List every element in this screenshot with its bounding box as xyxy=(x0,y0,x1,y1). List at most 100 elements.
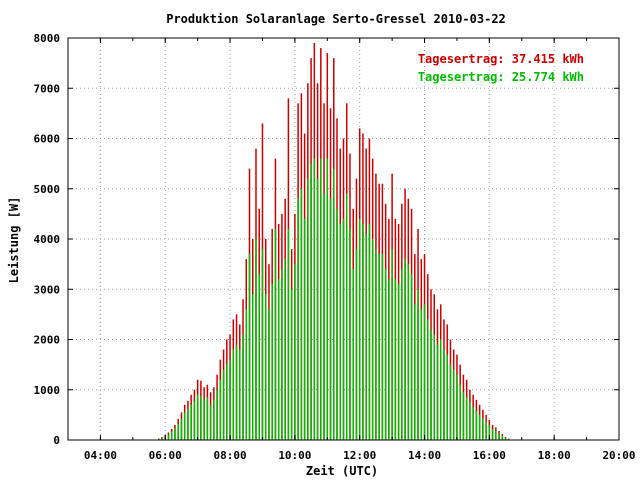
bar-green xyxy=(504,437,507,440)
bar-green xyxy=(488,425,491,440)
bar-green xyxy=(352,269,354,440)
bar-green xyxy=(439,339,442,440)
bar-green xyxy=(248,254,251,440)
bar-green xyxy=(417,289,419,440)
bar-green xyxy=(378,254,380,440)
bar-green xyxy=(388,279,390,440)
bar-green xyxy=(397,284,400,440)
bar-green xyxy=(300,188,303,440)
bar-green xyxy=(430,329,432,440)
bar-green xyxy=(501,435,504,440)
bar-green xyxy=(277,279,280,440)
bar-green xyxy=(196,394,199,440)
bar-green xyxy=(333,168,335,440)
bar-green xyxy=(404,259,406,440)
bar-green xyxy=(232,349,235,440)
bar-green xyxy=(342,218,345,440)
bar-green xyxy=(239,349,241,440)
bar-green xyxy=(371,239,374,440)
bar-green xyxy=(345,193,348,440)
bar-green xyxy=(491,428,494,440)
legend-entry-red: Tagesertrag: 37.415 kWh xyxy=(418,52,584,66)
bar-green xyxy=(297,198,299,440)
bar-green xyxy=(264,294,267,440)
y-tick-label: 0 xyxy=(53,434,60,447)
bar-green xyxy=(310,163,312,440)
bar-green xyxy=(420,309,423,440)
bar-green xyxy=(443,349,445,440)
y-tick-label: 3000 xyxy=(34,283,61,296)
bar-green xyxy=(410,274,413,440)
bar-green xyxy=(219,379,222,440)
bar-green xyxy=(469,402,471,440)
bar-green xyxy=(368,223,371,440)
bar-green xyxy=(167,434,170,440)
bar-green xyxy=(384,269,387,440)
chart-title: Produktion Solaranlage Serto-Gressel 201… xyxy=(166,12,506,26)
bar-green xyxy=(449,364,452,440)
bar-green xyxy=(187,408,189,440)
bar-green xyxy=(414,304,416,440)
x-tick-label: 06:00 xyxy=(149,449,182,462)
y-tick-label: 5000 xyxy=(34,183,61,196)
x-tick-label: 08:00 xyxy=(213,449,246,462)
bar-green xyxy=(365,233,367,440)
bar-green xyxy=(206,397,209,440)
bar-green xyxy=(200,395,202,440)
bar-green xyxy=(226,364,228,440)
axis-ticks xyxy=(67,37,620,441)
bar-green xyxy=(401,269,403,440)
bar-green xyxy=(281,269,283,440)
x-axis-label: Zeit (UTC) xyxy=(306,464,378,478)
bar-green xyxy=(307,178,309,440)
y-axis-label: Leistung [W] xyxy=(7,197,21,284)
bar-green xyxy=(465,397,468,440)
bar-green xyxy=(436,344,439,440)
bar-green xyxy=(161,437,163,440)
y-tick-label: 8000 xyxy=(34,32,61,45)
bar-green xyxy=(235,344,238,440)
bar-green xyxy=(170,431,173,440)
bar-green xyxy=(508,438,510,440)
x-tick-label: 12:00 xyxy=(343,449,376,462)
bar-green xyxy=(407,264,410,440)
bar-green xyxy=(183,412,186,440)
bar-green xyxy=(242,334,244,440)
legend-entry-green: Tagesertrag: 25.774 kWh xyxy=(418,70,584,84)
bar-green xyxy=(482,418,484,440)
bar-green xyxy=(452,369,455,440)
bar-green xyxy=(268,309,270,440)
y-tick-label: 2000 xyxy=(34,334,61,347)
bar-green xyxy=(375,249,377,440)
bar-green xyxy=(258,274,260,440)
bar-green xyxy=(294,264,296,440)
y-tick-label: 7000 xyxy=(34,82,61,95)
bar-green xyxy=(498,433,500,440)
bar-series xyxy=(158,43,529,441)
bar-green xyxy=(190,404,192,440)
bar-green xyxy=(245,309,248,440)
bar-green xyxy=(158,438,160,440)
bar-green xyxy=(320,158,322,440)
bar-green xyxy=(261,249,264,440)
bar-green xyxy=(478,414,481,440)
bar-green xyxy=(472,407,474,440)
bar-green xyxy=(203,399,205,440)
x-tick-labels: 04:00 06:00 08:00 10:00 12:00 14:00 16:00 18:00… xyxy=(84,449,636,462)
bar-green xyxy=(177,423,179,440)
y-tick-labels: 0 1000 2000 3000 4000 5000 6000 7000 8000 xyxy=(34,32,61,447)
x-tick-label: 16:00 xyxy=(473,449,506,462)
bar-green xyxy=(255,239,257,440)
bar-green xyxy=(475,410,478,440)
bar-green xyxy=(251,294,254,440)
x-tick-label: 18:00 xyxy=(538,449,571,462)
bar-green xyxy=(229,359,231,440)
bar-green xyxy=(326,158,329,440)
x-tick-label: 20:00 xyxy=(602,449,635,462)
bar-green xyxy=(271,284,273,440)
bar-green xyxy=(495,430,497,440)
bar-green xyxy=(193,400,196,440)
bar-green xyxy=(446,354,448,440)
bar-green xyxy=(274,228,277,440)
